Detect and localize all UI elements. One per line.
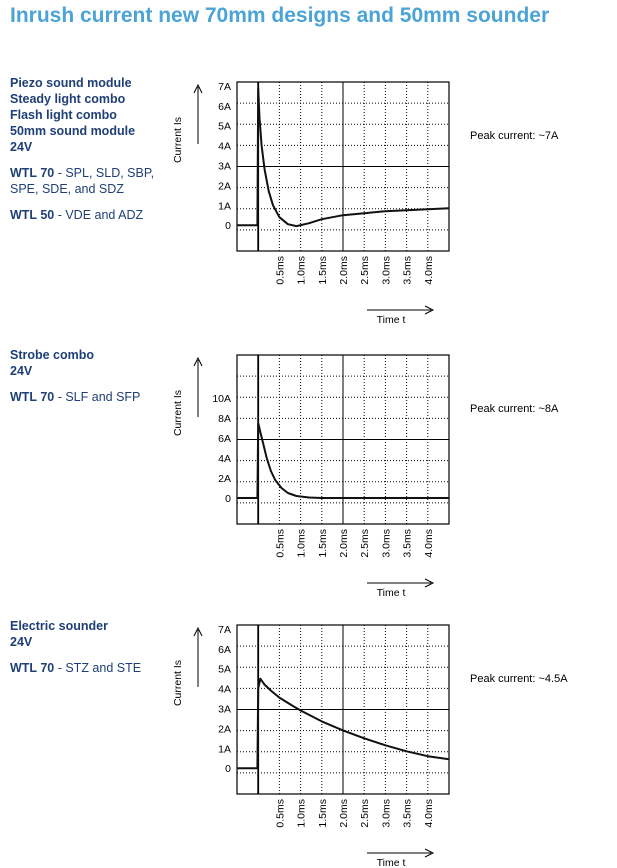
peak-current-label: Peak current: ~7A	[470, 130, 559, 142]
x-tick-label: 4.0ms	[423, 529, 435, 558]
section-description: Electric sounder 24V WTL 70 - STZ and ST…	[10, 618, 180, 676]
peak-current-label: Peak current: ~4.5A	[470, 673, 568, 685]
x-tick-label: 0.5ms	[274, 799, 286, 828]
x-axis-arrow-head	[424, 578, 435, 588]
section-description: Strobe combo 24V WTL 70 - SLF and SFP	[10, 347, 180, 405]
x-axis-label: Time t	[377, 857, 406, 868]
x-tick-label: 3.5ms	[402, 799, 414, 828]
y-tick-label: 7A	[218, 81, 231, 93]
model-paragraph: WTL 50 - VDE and ADZ	[10, 207, 180, 223]
chart-1: 7A 6A 5A 4A 3A 2A 1A 0 0.5ms 1.0ms 1.5ms 2.0ms 2.5ms…	[172, 81, 450, 326]
section-description: Piezo sound module Steady light combo Fl…	[10, 75, 180, 223]
model-list: - VDE and ADZ	[54, 208, 144, 222]
model-paragraph: WTL 70 - SPL, SLD, SBP, SPE, SDE, and SD…	[10, 165, 180, 197]
model-list: - STZ and STE	[54, 661, 142, 675]
x-tick-label: 1.5ms	[317, 799, 329, 828]
y-tick-label: 1A	[218, 200, 231, 212]
y-axis-arrow-head	[193, 626, 203, 637]
x-tick-label: 3.5ms	[402, 256, 414, 285]
x-tick-label: 1.0ms	[296, 529, 308, 558]
y-axis-label: Current Is	[172, 117, 184, 163]
x-axis-label: Time t	[377, 587, 406, 599]
y-tick-label: 4A	[218, 453, 231, 465]
x-tick-label: 2.5ms	[359, 529, 371, 558]
series-line	[237, 677, 450, 770]
model-list: - SPL, SLD, SBP, SPE, SDE, and SDZ	[10, 166, 155, 196]
heading-line: Electric sounder	[10, 619, 108, 633]
x-tick-label: 3.0ms	[380, 529, 392, 558]
y-tick-label: 3A	[218, 161, 231, 173]
y-tick-label: 0	[225, 763, 231, 775]
chart-3: 7A 6A 5A 4A 3A 2A 1A 0 0.5ms 1.0ms 1.5ms 2.0ms 2.5ms…	[172, 624, 450, 868]
y-tick-label: 2A	[218, 723, 231, 735]
series-line	[237, 422, 449, 499]
x-tick-label: 1.5ms	[317, 529, 329, 558]
model-label: WTL 70	[10, 661, 55, 675]
model-label: WTL 70	[10, 166, 55, 180]
y-tick-label: 6A	[218, 644, 231, 656]
x-axis-label: Time t	[377, 314, 406, 326]
x-tick-label: 4.0ms	[423, 799, 435, 828]
y-axis-arrow-head	[193, 356, 203, 367]
y-tick-label: 10A	[212, 393, 231, 405]
chart-2: 10A 8A 6A 4A 2A 0 0.5ms 1.0ms 1.5ms 2.0ms 2.5ms 3.0…	[172, 354, 450, 599]
y-tick-label: 5A	[218, 664, 231, 676]
x-tick-label: 4.0ms	[423, 256, 435, 285]
x-tick-label: 0.5ms	[274, 256, 286, 285]
y-tick-label: 3A	[218, 704, 231, 716]
y-tick-label: 2A	[218, 473, 231, 485]
heading-line: Flash light combo	[10, 108, 117, 122]
y-axis-label: Current Is	[172, 390, 184, 436]
x-axis-arrow-head	[424, 848, 435, 858]
x-tick-label: 0.5ms	[274, 529, 286, 558]
x-tick-label: 2.5ms	[359, 799, 371, 828]
heading-line: 24V	[10, 635, 33, 649]
x-axis-arrow-head	[424, 305, 435, 315]
y-tick-label: 5A	[218, 121, 231, 133]
heading-line: Strobe combo	[10, 348, 95, 362]
y-tick-label: 6A	[218, 101, 231, 113]
y-tick-label: 7A	[218, 624, 231, 636]
x-tick-label: 3.5ms	[402, 529, 414, 558]
page-title: Inrush current new 70mm designs and 50mm…	[10, 4, 550, 27]
heading-line: Piezo sound module	[10, 76, 132, 90]
series-line	[237, 87, 450, 228]
y-tick-label: 2A	[218, 180, 231, 192]
heading-line: 24V	[10, 140, 33, 154]
y-tick-label: 0	[225, 493, 231, 505]
y-axis-arrow-head	[193, 83, 203, 94]
x-tick-label: 1.0ms	[296, 256, 308, 285]
y-tick-label: 0	[225, 220, 231, 232]
y-axis-label: Current Is	[172, 660, 184, 706]
y-tick-label: 1A	[218, 743, 231, 755]
heading-line: 50mm sound module	[10, 124, 136, 138]
model-label: WTL 70	[10, 390, 55, 404]
heading-line: 24V	[10, 364, 33, 378]
x-tick-label: 2.5ms	[359, 256, 371, 285]
heading-line: Steady light combo	[10, 92, 126, 106]
y-tick-label: 8A	[218, 413, 231, 425]
model-paragraph: WTL 70 - SLF and SFP	[10, 389, 180, 405]
y-tick-label: 6A	[218, 433, 231, 445]
x-tick-label: 2.0ms	[338, 256, 350, 285]
x-tick-label: 1.0ms	[296, 799, 308, 828]
model-label: WTL 50	[10, 208, 55, 222]
x-tick-label: 3.0ms	[380, 799, 392, 828]
peak-current-label: Peak current: ~8A	[470, 403, 559, 415]
model-paragraph: WTL 70 - STZ and STE	[10, 660, 180, 676]
y-tick-label: 4A	[218, 141, 231, 153]
x-tick-label: 2.0ms	[338, 529, 350, 558]
x-tick-label: 2.0ms	[338, 799, 350, 828]
model-list: - SLF and SFP	[54, 390, 141, 404]
y-tick-label: 4A	[218, 684, 231, 696]
x-tick-label: 1.5ms	[317, 256, 329, 285]
x-tick-label: 3.0ms	[380, 256, 392, 285]
